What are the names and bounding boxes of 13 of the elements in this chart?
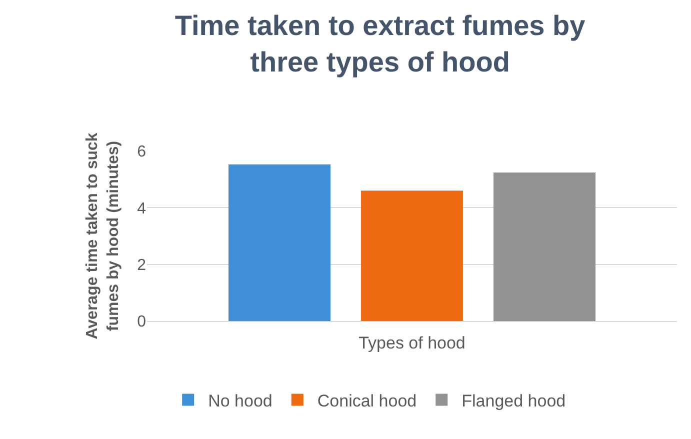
bar: [493, 172, 596, 321]
y-tick-label: 4: [137, 200, 146, 218]
x-axis-title: Types of hood: [358, 334, 466, 353]
chart-title: Time taken to extract fumes by three types of hood: [174, 10, 586, 78]
y-axis-title: Average time taken to suck fumes by hood (minutes): [84, 132, 122, 340]
legend-label: Flanged hood: [462, 391, 566, 410]
y-tick-label: 2: [137, 256, 146, 274]
legend-label: Conical hood: [317, 391, 417, 410]
y-tick-label: 6: [137, 144, 146, 161]
bar: [360, 190, 464, 321]
bar: [228, 164, 331, 321]
legend-label: No hood: [208, 391, 272, 410]
y-tick-label: 0: [137, 314, 146, 331]
